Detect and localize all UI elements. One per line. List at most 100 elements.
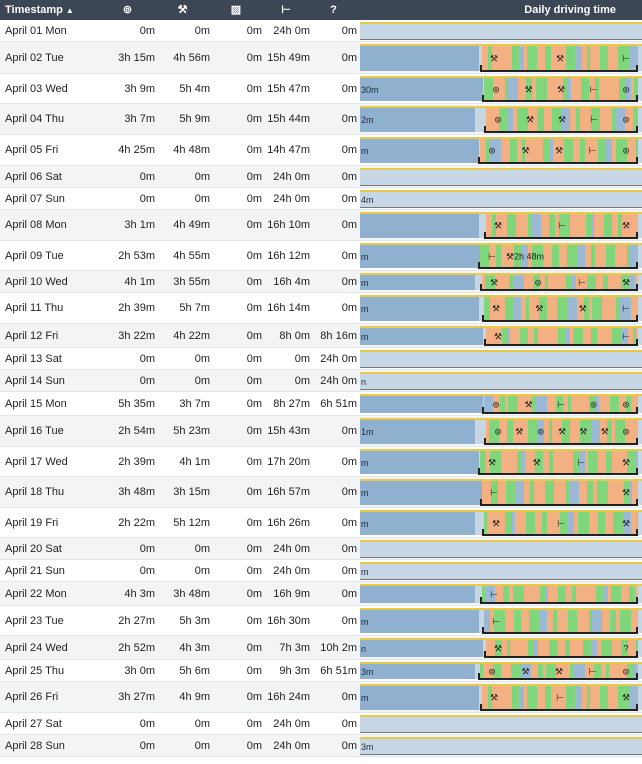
- daily-timeline-cell[interactable]: ⚒ ⚒ ⊢ ⚒ m: [360, 447, 642, 476]
- activity-segment: [619, 664, 627, 679]
- activity-segment: [507, 420, 513, 444]
- row-date-text: April 24 Wed: [5, 641, 68, 654]
- table-row[interactable]: April 02 Tue 3h 15m 4h 56m 0m 15h 49m 0m ⚒ ⚒ ⊢: [0, 42, 642, 74]
- daily-timeline-cell[interactable]: ⊢: [360, 582, 642, 605]
- table-row[interactable]: April 22 Mon 4h 3m 3h 48m 0m 16h 9m 0m ⊢: [0, 582, 642, 606]
- table-row[interactable]: April 10 Wed 4h 1m 3h 55m 0m 16h 4m 0m ⚒ ⊚ ⊢ ⚒ m: [0, 271, 642, 293]
- table-row[interactable]: April 05 Fri 4h 25m 4h 48m 0m 14h 47m 0m ⊚ ⚒ ⚒ ⊢ ⊚…: [0, 135, 642, 166]
- rest-time-cell: 24h 0m: [262, 166, 310, 187]
- driving-column-header[interactable]: ⊚: [100, 0, 155, 20]
- unknown-time-cell-text: 0m: [341, 739, 357, 752]
- availability-column-header[interactable]: ▨: [210, 0, 262, 20]
- table-row[interactable]: April 28 Sun 0m 0m 0m 24h 0m 0m 3m: [0, 735, 642, 757]
- activity-segment: [588, 451, 598, 474]
- activity-segment: [568, 396, 571, 413]
- work-time-cell: 0m: [155, 348, 210, 369]
- daily-timeline-cell[interactable]: 3m: [360, 735, 642, 756]
- table-row[interactable]: April 11 Thu 2h 39m 5h 7m 0m 16h 14m 0m ⚒ ⚒ ⚒ ⊢ m: [0, 293, 642, 324]
- daily-timeline-cell[interactable]: [360, 20, 642, 41]
- activity-segment: [534, 640, 538, 657]
- activity-segment: [510, 451, 517, 474]
- rest-column-header[interactable]: ⊢: [262, 0, 310, 20]
- table-row[interactable]: April 20 Sat 0m 0m 0m 24h 0m 0m: [0, 538, 642, 560]
- activity-segment: [621, 640, 628, 657]
- available-time-cell: 0m: [210, 392, 262, 415]
- table-row[interactable]: April 07 Sun 0m 0m 0m 24h 0m 0m 4m: [0, 188, 642, 210]
- table-row[interactable]: April 17 Wed 2h 39m 4h 1m 0m 17h 20m 0m ⚒ ⚒ ⊢ ⚒ m: [0, 447, 642, 477]
- driving-time-cell: 2h 27m: [100, 606, 155, 635]
- available-time-cell-text: 0m: [246, 397, 262, 410]
- daily-timeline-cell[interactable]: ⊚ ⚒ ⚒ ⊢ ⊚ 2m: [360, 104, 642, 134]
- table-row[interactable]: April 24 Wed 2h 52m 4h 3m 0m 7h 3m 10h 2m ⚒? n: [0, 636, 642, 660]
- table-row[interactable]: April 16 Tue 2h 54m 5h 23m 0m 15h 43m 0m ⊚ ⚒ ⊚ ⚒ ⚒…: [0, 416, 642, 447]
- work-column-header[interactable]: ⚒: [155, 0, 210, 20]
- activity-segment: [622, 214, 633, 238]
- table-row[interactable]: April 15 Mon 5h 35m 3h 7m 0m 8h 27m 6h 51m ⊚ ⚒ ⊢…: [0, 392, 642, 416]
- daily-timeline-cell[interactable]: ⊢ ⚒2h 48m m: [360, 241, 642, 270]
- table-row[interactable]: April 03 Wed 3h 9m 5h 4m 0m 15h 47m 0m ⊚ ⚒ ⚒ ⊢ ⊚ 30…: [0, 74, 642, 104]
- daily-timeline-cell[interactable]: ⚒ ⚒ ⊢: [360, 42, 642, 73]
- activity-segment: [577, 610, 584, 633]
- daily-timeline-bar: ⚒ ⚒ ⊢ ⚒ m: [360, 449, 642, 475]
- table-row[interactable]: April 01 Mon 0m 0m 0m 24h 0m 0m: [0, 20, 642, 42]
- daily-timeline-cell[interactable]: [360, 348, 642, 369]
- table-row[interactable]: April 26 Fri 3h 27m 4h 9m 0m 16h 24m 0m ⚒ ⊢ ⚒ m: [0, 682, 642, 713]
- table-row[interactable]: April 23 Tue 2h 27m 5h 3m 0m 16h 30m 0m ⊢ m: [0, 606, 642, 636]
- table-row[interactable]: April 06 Sat 0m 0m 0m 24h 0m 0m: [0, 166, 642, 188]
- activity-segment: [572, 586, 576, 603]
- daily-timeline-cell[interactable]: ⚒ ⊢ ⚒: [360, 210, 642, 240]
- activity-segment: [601, 640, 612, 657]
- hammers-icon: ⚒: [578, 303, 587, 314]
- daily-timeline-cell[interactable]: ⊚ ⚒ ⊚ ⚒ ⚒ ⚒ ⊚ 1m: [360, 416, 642, 446]
- unknown-column-header[interactable]: ?: [310, 0, 360, 20]
- activity-segment: [612, 214, 618, 238]
- table-row[interactable]: April 14 Sun 0m 0m 0m 0m 24h 0m n: [0, 370, 642, 392]
- table-row[interactable]: April 13 Sat 0m 0m 0m 0m 24h 0m: [0, 348, 642, 370]
- daily-timeline-cell[interactable]: ⚒ ⊢ ⚒ m: [360, 508, 642, 537]
- sort-asc-icon[interactable]: ▲: [65, 6, 74, 15]
- row-date-text: April 06 Sat: [5, 170, 62, 183]
- work-time-cell: 0m: [155, 538, 210, 559]
- hammers-icon: ⚒: [555, 53, 565, 63]
- unknown-time-cell-text: 0m: [341, 425, 357, 437]
- table-row[interactable]: April 09 Tue 2h 53m 4h 55m 0m 16h 12m 0m ⊢ ⚒2h …: [0, 241, 642, 271]
- daily-timeline-cell[interactable]: ⊚ ⚒ ⚒ ⊢ ⊚ m: [360, 135, 642, 165]
- daily-timeline-cell[interactable]: ⚒? n: [360, 636, 642, 659]
- table-row[interactable]: April 08 Mon 3h 1m 4h 49m 0m 16h 10m 0m ⚒ ⊢ ⚒: [0, 210, 642, 241]
- daily-timeline-cell[interactable]: ⚒ ⊢ ⚒ m: [360, 682, 642, 712]
- activity-segment: [612, 328, 621, 345]
- activity-segment: [591, 640, 597, 657]
- daily-timeline-cell[interactable]: ⚒ ⊚ ⊢ ⚒ m: [360, 271, 642, 292]
- daily-timeline-cell[interactable]: ⊚ ⚒ ⚒ ⊢ ⊚ 30m: [360, 74, 642, 103]
- table-row[interactable]: April 19 Fri 2h 22m 5h 12m 0m 16h 26m 0m ⚒ ⊢ ⚒ m: [0, 508, 642, 538]
- daily-timeline-cell[interactable]: [360, 166, 642, 187]
- daily-timeline-bar: ⚒ ⊢ ⚒: [360, 212, 642, 239]
- daily-timeline-cell[interactable]: m: [360, 560, 642, 581]
- daily-timeline-cell[interactable]: 4m: [360, 188, 642, 209]
- daily-timeline-cell[interactable]: ⚒ ⊢ m: [360, 324, 642, 347]
- table-row[interactable]: April 18 Thu 3h 48m 3h 15m 0m 16h 57m 0m ⊢ ⚒ m: [0, 477, 642, 508]
- table-row[interactable]: April 04 Thu 3h 7m 5h 9m 0m 15h 44m 0m ⊚ ⚒ ⚒ ⊢ ⊚ 2m: [0, 104, 642, 135]
- timeline-cut-label: 3m: [361, 666, 374, 677]
- daily-timeline-cell[interactable]: ⊚ ⚒ ⊢ ⊚ ⊚: [360, 392, 642, 415]
- table-row[interactable]: April 27 Sat 0m 0m 0m 24h 0m 0m: [0, 713, 642, 735]
- daily-timeline-cell[interactable]: ⊢ m: [360, 606, 642, 635]
- daily-timeline-cell[interactable]: ⊢ ⚒ m: [360, 477, 642, 507]
- unknown-time-cell: 0m: [310, 735, 360, 756]
- activity-segment: [611, 275, 621, 290]
- timestamp-column-header[interactable]: Timestamp ▲: [0, 0, 100, 20]
- daily-timeline-cell[interactable]: ⚒ ⚒ ⚒ ⊢ m: [360, 293, 642, 323]
- table-row[interactable]: April 25 Thu 3h 0m 5h 6m 0m 9h 3m 6h 51m ⊚ ⚒ ⚒ ⊢ ⊚…: [0, 660, 642, 682]
- daily-timeline-cell[interactable]: n: [360, 370, 642, 391]
- hammers-icon: ⚒: [489, 692, 499, 703]
- activity-segment: [605, 512, 610, 535]
- table-row[interactable]: April 21 Sun 0m 0m 0m 24h 0m 0m m: [0, 560, 642, 582]
- table-row[interactable]: April 12 Fri 3h 22m 4h 22m 0m 8h 0m 8h 16m ⚒ ⊢ m: [0, 324, 642, 348]
- available-time-cell: 0m: [210, 348, 262, 369]
- daily-timeline-cell[interactable]: [360, 538, 642, 559]
- hammers-icon: ⚒: [557, 426, 567, 437]
- daily-driving-time-header[interactable]: Daily driving time: [360, 0, 642, 20]
- daily-timeline-cell[interactable]: [360, 713, 642, 734]
- work-time-cell: 5h 9m: [155, 104, 210, 134]
- daily-timeline-cell[interactable]: ⊚ ⚒ ⚒ ⊢ ⊚ 3m: [360, 660, 642, 681]
